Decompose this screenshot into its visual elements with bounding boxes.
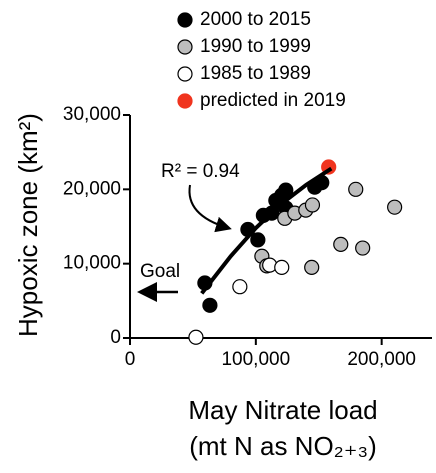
point [188, 329, 204, 345]
point [333, 236, 349, 252]
point [304, 197, 321, 213]
legend-label: 1990 to 1999 [200, 36, 311, 57]
y-tick-label: 30,000 [63, 104, 121, 125]
x-axis-label: May Nitrate load [188, 395, 377, 425]
x-tick-label: 200,000 [347, 349, 416, 370]
legend-marker [177, 12, 193, 28]
legend-label: 1985 to 1989 [200, 63, 311, 84]
legend-marker [177, 66, 193, 82]
y-tick-label: 20,000 [63, 178, 121, 199]
point [387, 199, 403, 215]
y-axis-label: Hypoxic zone (km²) [13, 113, 43, 337]
legend-marker [177, 93, 193, 109]
point [202, 297, 218, 313]
legend-label: 2000 to 2015 [200, 9, 311, 30]
point [250, 232, 266, 248]
annotation: R² = 0.94 [161, 161, 240, 182]
point [274, 259, 290, 275]
point [355, 240, 371, 256]
legend-label: predicted in 2019 [200, 90, 346, 111]
y-tick-label: 0 [110, 327, 121, 348]
point [348, 181, 364, 197]
x-axis-label: (mt N as NO₂₊₃) [189, 431, 377, 461]
annotation: Goal [140, 261, 180, 282]
fit-curve [200, 166, 333, 295]
x-tick-label: 0 [125, 349, 136, 370]
y-tick-label: 10,000 [63, 253, 121, 274]
point [232, 279, 248, 295]
point [304, 259, 320, 275]
legend-marker [177, 39, 193, 55]
x-tick-label: 100,000 [221, 349, 290, 370]
point [278, 182, 294, 198]
annotation-arrow [188, 184, 232, 233]
